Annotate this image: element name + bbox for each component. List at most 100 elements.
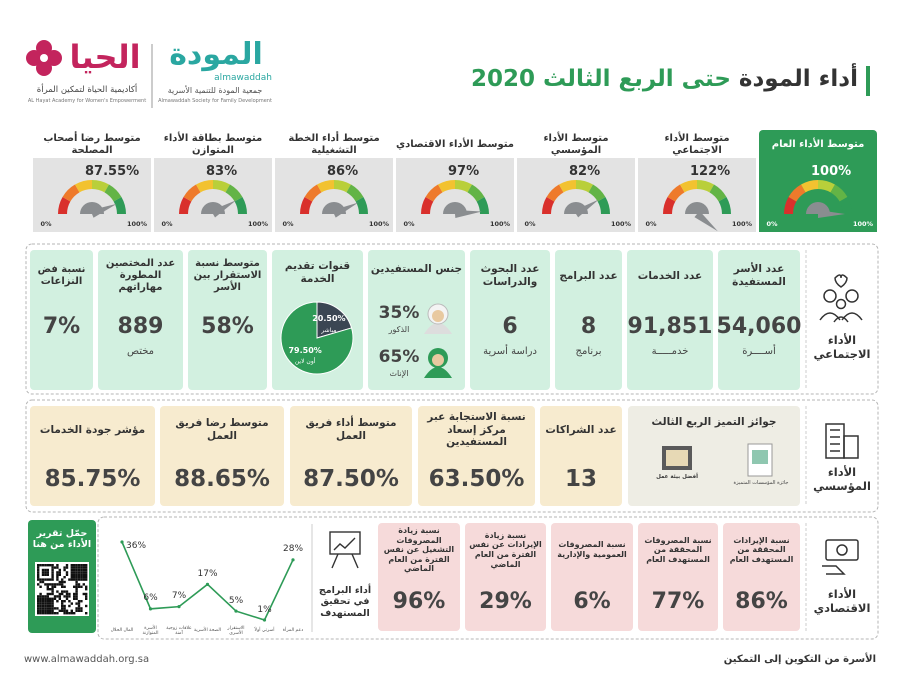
gauge-arc [425, 184, 443, 202]
qr-module [61, 583, 64, 586]
gauge-arc [438, 180, 455, 193]
card-value: 7% [42, 313, 81, 339]
title-part: حتى الربع الثالث 2020 [470, 66, 731, 93]
gauge-min: 0% [645, 220, 657, 229]
stat-card [418, 406, 535, 506]
qr-module [82, 566, 85, 569]
qr-module [58, 583, 61, 586]
qr-module [73, 564, 76, 567]
qr-module [73, 595, 76, 598]
qr-module [37, 571, 40, 574]
qr-module [46, 597, 49, 600]
qr-module [85, 568, 88, 572]
qr-module [39, 612, 42, 615]
card-title: جنس المستفيدين [370, 262, 463, 275]
qr-module [56, 566, 59, 569]
gauge-min: 0% [524, 220, 536, 229]
qr-module [46, 604, 49, 608]
qr-module [44, 609, 47, 612]
qr-module [85, 604, 88, 608]
gauge-arc [75, 180, 92, 193]
gauge-label: متوسط رضا أصحاب المصلحة [43, 133, 141, 156]
qr-module [51, 612, 54, 615]
gauge-hub [685, 202, 709, 214]
qr-module [37, 597, 40, 600]
qr-module [44, 583, 47, 586]
card-value: 6 [502, 313, 518, 339]
qr-module [41, 568, 45, 572]
gauge-arc [213, 180, 230, 193]
card-value: 87.50% [303, 466, 399, 493]
gauge-min: 0% [766, 220, 778, 229]
gauge-arc [709, 184, 727, 202]
qr-module [85, 588, 88, 591]
qr-module [77, 578, 81, 581]
qr-module [70, 612, 73, 615]
pie-slice [280, 301, 354, 375]
qr-module [82, 564, 85, 567]
gauge-max: 100% [610, 220, 632, 229]
qr-module [46, 564, 49, 567]
qr-module [63, 568, 66, 572]
qr-module [44, 568, 47, 572]
gauge-label: متوسط أداء الخطة التشغيلية [288, 133, 380, 156]
qr-module [80, 576, 83, 579]
logo-petal [36, 40, 52, 56]
gauge-arc [467, 184, 485, 202]
qr-module [44, 571, 47, 574]
gauge-arc [104, 184, 122, 202]
qr-module [39, 595, 42, 598]
card-value: 29% [479, 588, 532, 614]
qr-module [61, 604, 64, 608]
card-title: نسبة الإيرادات المحققة من المستهدف العام [729, 535, 794, 564]
qr-module [65, 590, 69, 593]
icon-part [329, 531, 361, 555]
gauge-panel [396, 158, 514, 232]
gauge-max: 100% [852, 220, 874, 229]
qr-module [82, 578, 85, 581]
card-title: متوسط أداء فريق العمل [305, 417, 397, 442]
card-title: نسبة فض النزاعات [37, 264, 86, 287]
gauge-hub [564, 202, 588, 214]
qr-module [49, 578, 52, 581]
qr-module [53, 597, 57, 600]
qr-module [75, 592, 78, 596]
qr-module [65, 609, 69, 612]
qr-module [65, 573, 69, 576]
point-label: 7% [171, 591, 187, 602]
gauge-arc [788, 184, 806, 202]
qr-module [37, 566, 40, 569]
qr-module [51, 600, 54, 603]
qr-module [53, 612, 57, 615]
gauge-panel [517, 158, 635, 232]
qr-module [63, 590, 66, 593]
qr-module [73, 592, 76, 596]
gauge-label: متوسط بطاقة الأداء المتوازن [163, 133, 263, 156]
qr-module [51, 571, 54, 574]
stat-card [465, 523, 546, 631]
qr-module [46, 568, 49, 572]
qr-module [61, 607, 64, 610]
gauge-arc [546, 184, 564, 202]
qr-module [44, 607, 47, 610]
qr-module [82, 583, 85, 586]
qr-module [37, 576, 40, 579]
category-label: الأسرة المتوازنة [142, 625, 159, 636]
qr-module [51, 604, 54, 608]
qr-module [41, 578, 45, 581]
pie-label: أون لاين [294, 358, 316, 366]
qr-module [37, 609, 40, 612]
programs-point [262, 618, 267, 622]
card-title: متوسط نسبة الاستقرار بين الأسر [193, 258, 262, 293]
qr-module [46, 609, 49, 612]
card-title: جوائز التميز الربع الثالث [651, 415, 777, 428]
award-image [666, 450, 688, 466]
qr-module [63, 609, 66, 612]
qr-module [65, 571, 69, 574]
stat-card [718, 250, 800, 390]
card-value: 58% [201, 313, 254, 339]
qr-module [65, 595, 69, 598]
qr-module [49, 612, 52, 615]
card-value: 63.50% [428, 466, 525, 493]
qr-module [56, 607, 59, 610]
